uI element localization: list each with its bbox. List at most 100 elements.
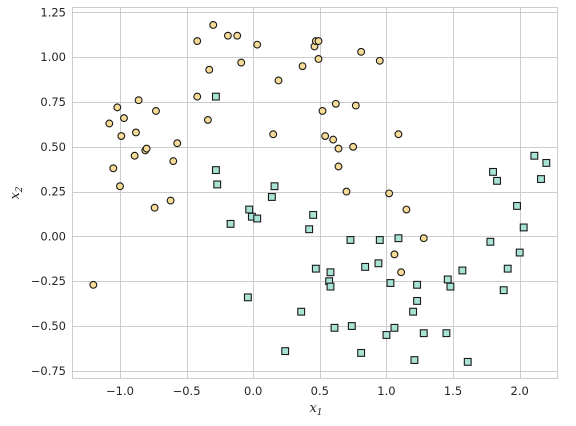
square-point — [374, 259, 383, 268]
circle-point — [151, 107, 160, 115]
square-point — [489, 167, 497, 176]
square-series — [211, 92, 551, 366]
grid — [72, 7, 557, 378]
circle-point — [351, 101, 360, 110]
square-point — [390, 323, 399, 332]
square-point — [499, 286, 508, 295]
y-tick-label: −0.50 — [31, 319, 66, 333]
square-point — [243, 293, 252, 302]
square-point — [330, 323, 339, 332]
circle-point — [314, 37, 323, 46]
circle-point — [116, 182, 124, 191]
x-tick-label: 1.0 — [377, 384, 395, 398]
square-point — [463, 357, 472, 366]
square-point — [267, 193, 276, 201]
circle-point — [193, 92, 202, 101]
square-point — [211, 92, 220, 101]
circle-point — [173, 139, 182, 148]
circle-point — [203, 115, 212, 124]
circle-point — [375, 56, 384, 65]
circle-point — [193, 37, 202, 46]
y-tick-label: 0.25 — [40, 185, 66, 199]
square-point — [413, 280, 422, 289]
circle-point — [298, 62, 307, 71]
circle-point — [394, 130, 403, 139]
circle-point — [269, 130, 278, 139]
y-tick-label: −0.25 — [31, 274, 66, 288]
y-tick-label: 1.25 — [40, 5, 66, 19]
circle-point — [357, 47, 366, 56]
circle-point — [166, 196, 175, 205]
circle-point — [331, 99, 340, 108]
y-tick-label: 1.00 — [40, 50, 66, 64]
x-tick-label: 0.5 — [311, 384, 329, 398]
circle-point — [89, 280, 98, 289]
square-point — [419, 329, 428, 338]
circle-point — [117, 132, 126, 140]
circle-point — [321, 132, 330, 140]
square-point — [226, 219, 235, 228]
square-point — [297, 307, 306, 316]
circle-point — [329, 135, 338, 144]
square-point — [515, 248, 524, 257]
square-point — [357, 348, 366, 357]
square-point — [413, 296, 422, 305]
square-point — [361, 262, 370, 271]
square-point — [530, 151, 539, 160]
circle-point — [390, 250, 399, 259]
square-point — [253, 214, 262, 223]
square-point — [346, 236, 355, 244]
square-point — [281, 347, 290, 356]
square-point — [245, 205, 254, 214]
x-tick-label: 0.0 — [244, 384, 262, 398]
circle-point — [205, 65, 214, 74]
square-point — [446, 282, 455, 291]
square-point — [375, 236, 384, 244]
square-point — [326, 268, 335, 277]
circle-point — [334, 162, 343, 171]
square-point — [458, 266, 467, 275]
square-point — [309, 210, 318, 219]
circle-point — [109, 164, 118, 173]
square-point — [503, 264, 512, 273]
y-tick-label: 0.75 — [40, 95, 66, 109]
tick-labels: −1.0 −0.5 0.0 0.5 1.0 1.5 2.0 −0.75 −0.50 −0.25 0.… — [31, 5, 529, 398]
x-tick-label: −0.5 — [173, 384, 201, 398]
x-axis-label: x1 — [309, 401, 322, 418]
square-point — [305, 225, 314, 234]
circle-point — [233, 31, 242, 40]
circle-point — [342, 187, 351, 196]
circle-point — [150, 203, 159, 212]
square-point — [486, 237, 495, 246]
circle-series — [89, 20, 428, 289]
y-tick-label: 0.00 — [40, 229, 66, 243]
square-point — [326, 282, 335, 291]
x-tick-label: −1.0 — [106, 384, 134, 398]
square-point — [409, 307, 418, 316]
square-point — [394, 234, 403, 243]
circle-point — [385, 189, 394, 198]
plot-frame — [72, 7, 558, 379]
x-tick-label: 2.0 — [511, 384, 529, 398]
circle-point — [169, 157, 178, 166]
y-axis-label: x2 — [8, 186, 25, 199]
circle-point — [274, 76, 283, 85]
circle-point — [134, 96, 143, 105]
square-point — [386, 279, 395, 287]
square-point — [513, 201, 521, 210]
circle-point — [223, 31, 232, 40]
square-point — [211, 166, 220, 175]
square-point — [347, 322, 356, 330]
circle-point — [349, 142, 358, 151]
circle-point — [314, 55, 323, 63]
y-tick-label: 0.50 — [40, 140, 66, 154]
circle-point — [142, 144, 151, 153]
circle-point — [132, 128, 140, 137]
square-point — [311, 264, 320, 273]
square-point — [537, 175, 545, 184]
square-point — [443, 275, 452, 284]
data-points — [89, 20, 551, 366]
circle-point — [237, 58, 246, 67]
